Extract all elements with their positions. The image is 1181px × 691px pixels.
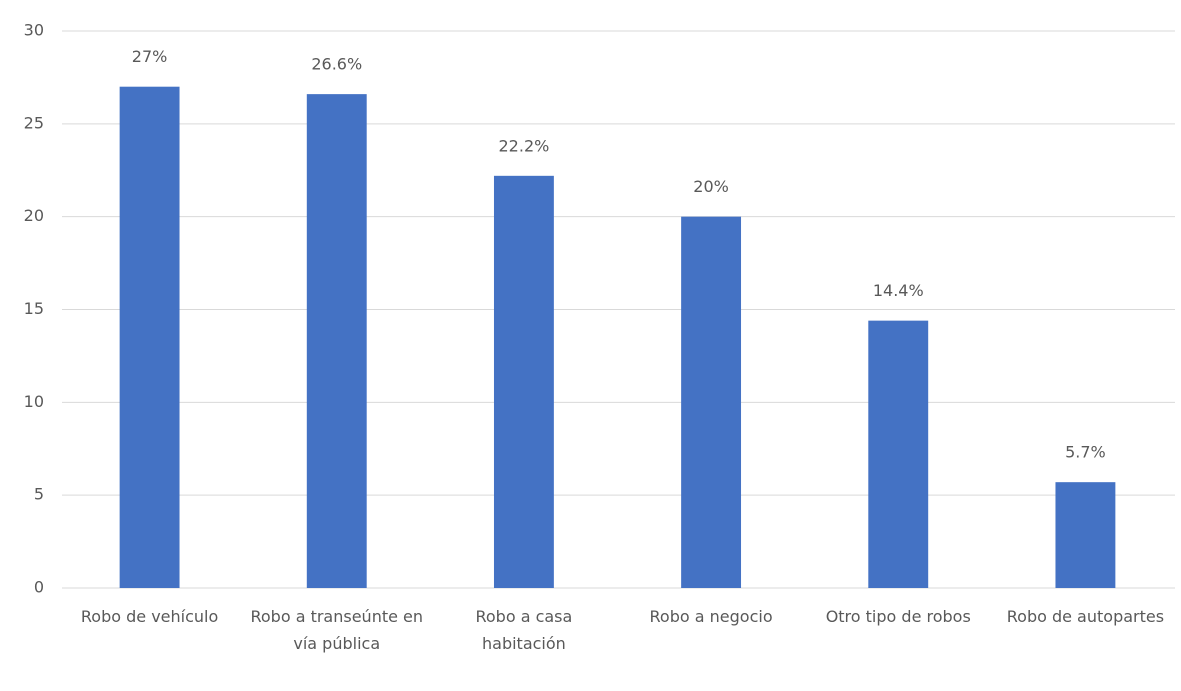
y-tick-label: 5 xyxy=(34,485,44,504)
y-tick-label: 0 xyxy=(34,578,44,597)
y-tick-label: 20 xyxy=(24,206,44,225)
data-label: 27% xyxy=(132,47,168,66)
bar xyxy=(119,86,180,588)
y-tick-label: 10 xyxy=(24,392,44,411)
y-tick-label: 30 xyxy=(24,21,44,40)
x-tick-label: Robo de vehículo xyxy=(80,607,219,626)
bar xyxy=(868,320,929,588)
y-tick-label: 25 xyxy=(24,113,44,132)
bar xyxy=(1055,482,1116,588)
bar xyxy=(493,175,554,588)
x-tick-label: Robo de autopartes xyxy=(1006,607,1165,626)
x-tick-label: Robo a casa habitación xyxy=(475,607,573,653)
data-label: 5.7% xyxy=(1065,443,1106,462)
x-tick-label: Robo a transeúnte en vía pública xyxy=(250,607,424,653)
data-label: 26.6% xyxy=(311,55,362,74)
x-tick-label: Robo a negocio xyxy=(649,607,773,626)
bar xyxy=(681,216,742,588)
data-label: 22.2% xyxy=(499,136,550,155)
y-tick-label: 15 xyxy=(24,299,44,318)
data-label: 14.4% xyxy=(873,281,924,300)
bar xyxy=(306,94,367,589)
data-label: 20% xyxy=(693,177,729,196)
x-tick-label: Otro tipo de robos xyxy=(825,607,971,626)
